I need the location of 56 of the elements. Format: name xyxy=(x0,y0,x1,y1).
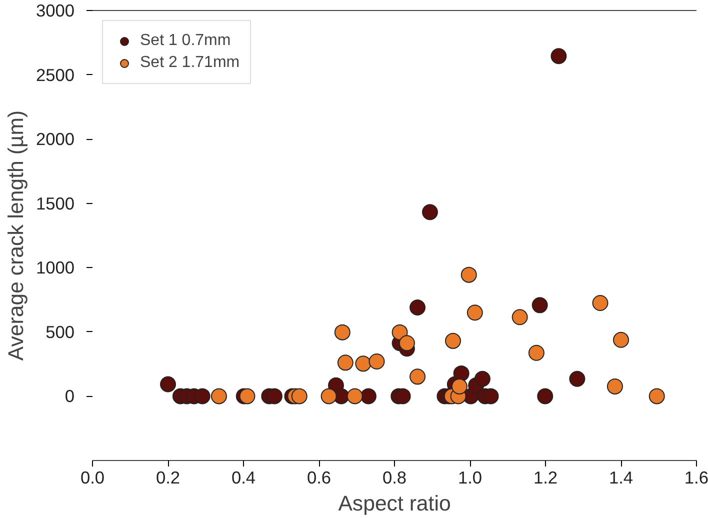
point xyxy=(606,378,623,394)
legend-label: Set 1 0.7mm xyxy=(140,32,231,50)
point xyxy=(648,388,665,404)
legend-label: Set 2 1.71mm xyxy=(140,54,240,72)
point xyxy=(482,388,499,404)
x-tick-label: 0.0 xyxy=(80,468,105,488)
point xyxy=(474,370,490,387)
point xyxy=(512,309,528,326)
x-tick-label: 0.2 xyxy=(156,468,180,488)
point xyxy=(346,388,363,404)
x-tick-label: 1.4 xyxy=(608,468,634,488)
y-tick-label: 3000 xyxy=(36,0,75,20)
point xyxy=(550,48,567,64)
point xyxy=(360,388,376,404)
y-tick-label: 2500 xyxy=(36,64,75,85)
x-tick-label: 1.2 xyxy=(533,468,558,488)
point xyxy=(422,204,438,220)
point xyxy=(291,388,308,404)
x-tick-label: 0.8 xyxy=(382,468,407,488)
point xyxy=(528,344,544,361)
point xyxy=(613,332,629,348)
point xyxy=(334,324,350,340)
y-tick-label: 1000 xyxy=(36,258,75,278)
x-tick-label: 1.0 xyxy=(458,468,482,488)
point xyxy=(398,335,415,352)
y-tick-label: 2000 xyxy=(36,129,75,150)
point xyxy=(569,370,586,387)
point xyxy=(537,388,554,404)
point xyxy=(466,304,483,321)
y-tick-label: 500 xyxy=(46,322,75,342)
point xyxy=(592,295,608,311)
point xyxy=(451,378,468,394)
y-tick-label: 0 xyxy=(64,386,75,406)
point xyxy=(210,388,227,404)
point xyxy=(445,332,462,349)
point xyxy=(394,388,411,404)
point xyxy=(337,354,354,371)
x-axis-title: Aspect ratio xyxy=(338,492,451,516)
x-tick-label: 1.6 xyxy=(684,468,708,488)
point xyxy=(368,354,385,370)
y-tick-label: 1500 xyxy=(36,193,75,214)
point xyxy=(460,266,477,283)
x-tick-label: 0.4 xyxy=(231,468,256,488)
point xyxy=(355,356,372,372)
point xyxy=(392,324,408,340)
point xyxy=(410,368,426,385)
point xyxy=(194,388,210,404)
y-axis-title: Average crack length (µm) xyxy=(4,110,28,361)
point xyxy=(239,388,256,404)
x-tick-label: 0.6 xyxy=(306,468,332,488)
point xyxy=(320,388,337,404)
point xyxy=(160,376,176,392)
point xyxy=(532,297,548,314)
point xyxy=(266,388,282,404)
point xyxy=(453,365,470,382)
point xyxy=(410,300,426,316)
